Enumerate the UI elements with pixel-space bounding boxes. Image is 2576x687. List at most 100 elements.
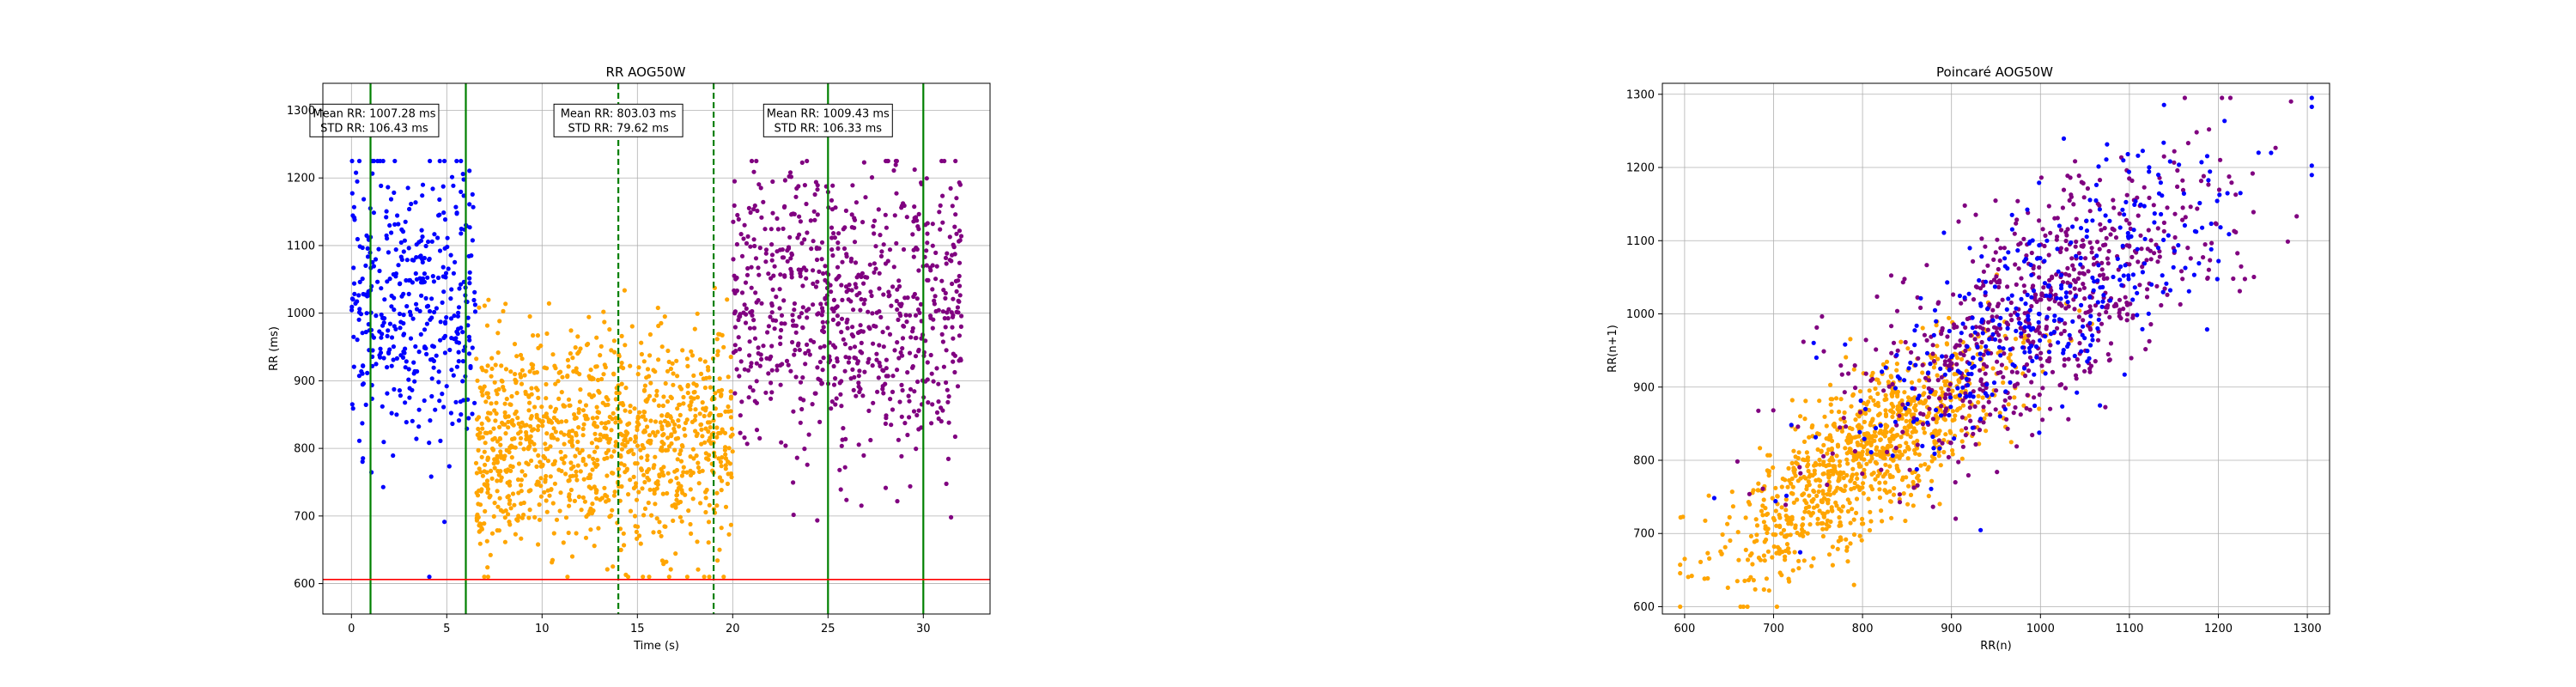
rr-point-series-2 <box>599 376 605 382</box>
rr-point-series-3 <box>817 359 823 365</box>
poincare-point-series-2 <box>1947 362 1953 367</box>
rr-point-series-1 <box>349 191 355 196</box>
poincare-point-series-3 <box>2256 150 2261 155</box>
poincare-point-series-2 <box>2005 322 2011 327</box>
poincare-point-series-3 <box>1972 330 1978 335</box>
rr-point-series-2 <box>474 416 480 422</box>
rr-point-series-2 <box>524 460 529 465</box>
poincare-point-series-2 <box>1798 471 1803 476</box>
rr-point-series-2 <box>495 504 501 509</box>
poincare-point-series-1 <box>1835 471 1840 476</box>
rr-point-series-3 <box>763 390 769 395</box>
poincare-point-series-1 <box>1764 576 1769 581</box>
poincare-point-series-3 <box>2078 262 2083 267</box>
rr-point-series-1 <box>448 316 454 321</box>
rr-point-series-2 <box>613 420 618 425</box>
rr-point-series-3 <box>852 344 858 350</box>
rr-point-series-2 <box>516 461 522 466</box>
poincare-point-series-2 <box>1863 371 1868 376</box>
rr-point-series-3 <box>742 222 747 228</box>
poincare-point-series-2 <box>2037 331 2042 336</box>
rr-point-series-2 <box>498 449 503 454</box>
rr-point-series-1 <box>422 398 427 404</box>
rr-point-series-3 <box>854 285 859 290</box>
rr-point-series-1 <box>407 206 412 212</box>
poincare-point-series-2 <box>1981 352 1986 357</box>
rr-point-series-1 <box>456 340 462 345</box>
rr-point-series-2 <box>708 441 714 447</box>
rr-point-series-2 <box>718 412 724 417</box>
rr-point-series-2 <box>505 480 510 485</box>
poincare-point-series-2 <box>1985 327 1990 332</box>
rr-point-series-2 <box>681 465 686 470</box>
poincare-point-series-2 <box>2053 292 2058 297</box>
rr-point-series-3 <box>878 253 884 258</box>
rr-point-series-2 <box>484 416 489 421</box>
rr-point-series-1 <box>406 291 411 296</box>
rr-point-series-3 <box>736 317 741 323</box>
poincare-point-series-1 <box>1765 549 1771 554</box>
rr-point-series-2 <box>508 506 513 511</box>
poincare-x-axis-label: RR(n) <box>1980 640 2011 653</box>
poincare-point-series-2 <box>2026 338 2031 344</box>
poincare-point-series-1 <box>1982 416 1987 421</box>
rr-point-series-1 <box>437 158 442 164</box>
rr-point-series-1 <box>422 271 427 277</box>
rr-point-series-3 <box>863 195 868 200</box>
rr-point-series-1 <box>391 357 396 362</box>
poincare-point-series-2 <box>1821 349 1826 354</box>
rr-point-series-2 <box>538 464 544 469</box>
poincare-point-series-2 <box>2227 174 2232 179</box>
poincare-point-series-2 <box>1886 384 1892 389</box>
rr-point-series-2 <box>707 453 712 458</box>
poincare-point-series-1 <box>1779 573 1784 578</box>
poincare-point-series-3 <box>1924 350 1930 356</box>
poincare-point-series-2 <box>2083 256 2088 261</box>
poincare-point-series-1 <box>1786 518 1791 523</box>
rr-point-series-2 <box>611 410 616 416</box>
poincare-point-series-1 <box>1984 412 1990 417</box>
rr-point-series-2 <box>514 391 519 396</box>
poincare-point-series-3 <box>2068 283 2073 289</box>
rr-point-series-3 <box>830 317 836 322</box>
rr-point-series-2 <box>483 483 489 489</box>
rr-point-series-3 <box>830 343 836 348</box>
rr-point-series-2 <box>566 530 571 536</box>
poincare-point-series-1 <box>1886 380 1891 385</box>
rr-point-series-1 <box>391 344 396 350</box>
rr-point-series-2 <box>560 457 565 462</box>
rr-point-series-3 <box>738 413 743 418</box>
rr-point-series-2 <box>719 526 724 531</box>
poincare-point-series-3 <box>1947 395 1953 400</box>
rr-point-series-3 <box>797 232 802 237</box>
rr-point-series-3 <box>952 224 957 229</box>
poincare-point-series-1 <box>1842 410 1847 416</box>
rr-point-series-2 <box>583 403 589 408</box>
rr-point-series-1 <box>374 313 379 319</box>
rr-point-series-2 <box>518 441 523 447</box>
rr-point-series-2 <box>568 439 573 444</box>
poincare-point-series-2 <box>1971 431 1976 436</box>
rr-point-series-3 <box>851 307 856 313</box>
poincare-point-series-2 <box>2124 302 2130 307</box>
rr-point-series-3 <box>745 368 751 373</box>
poincare-point-series-2 <box>2172 149 2177 154</box>
rr-point-series-1 <box>449 368 454 373</box>
rr-point-series-3 <box>875 389 880 394</box>
poincare-point-series-3 <box>2123 263 2128 268</box>
poincare-point-series-1 <box>1817 483 1822 489</box>
poincare-point-series-2 <box>1874 347 1879 352</box>
rr-point-series-2 <box>666 359 671 364</box>
rr-point-series-3 <box>820 368 825 373</box>
rr-point-series-1 <box>444 315 449 320</box>
poincare-point-series-1 <box>1839 429 1844 434</box>
rr-point-series-2 <box>693 413 698 418</box>
poincare-point-series-2 <box>1988 412 1993 417</box>
poincare-point-series-2 <box>2180 217 2185 222</box>
rr-point-series-1 <box>401 249 406 254</box>
poincare-point-series-2 <box>1987 301 1992 307</box>
rr-point-series-2 <box>645 457 650 463</box>
poincare-point-series-1 <box>1777 524 1783 530</box>
rr-point-series-1 <box>438 438 443 443</box>
rr-point-series-3 <box>751 325 757 331</box>
